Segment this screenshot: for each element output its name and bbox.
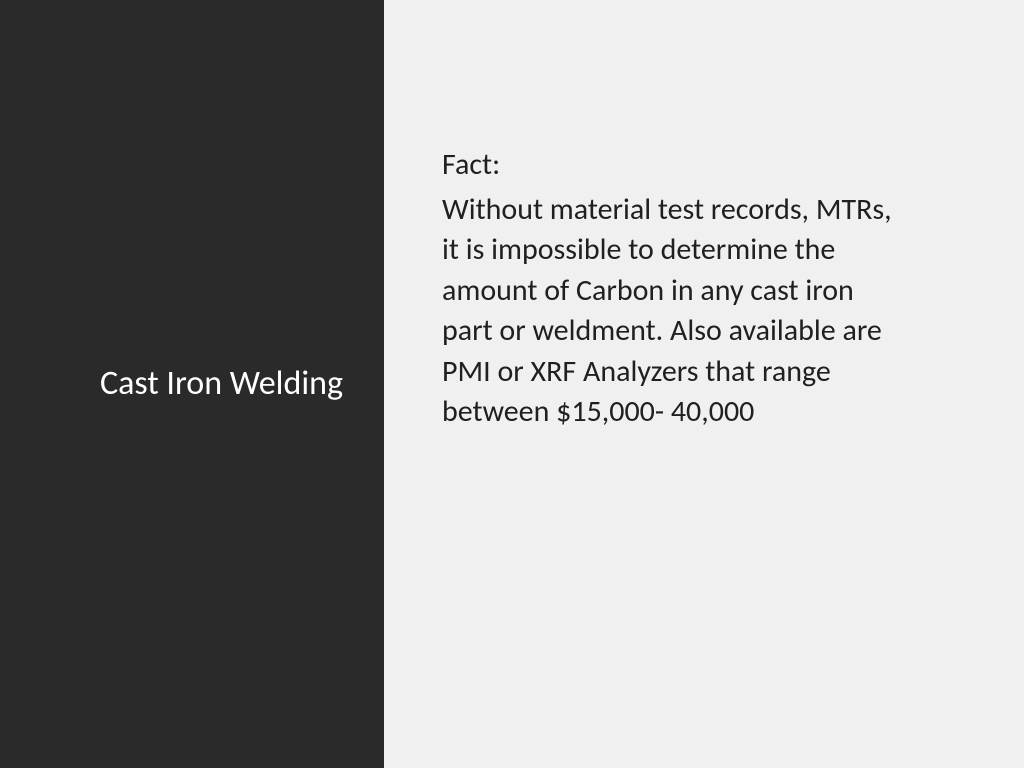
fact-label: Fact: (442, 145, 904, 186)
slide-title: Cast Iron Welding (100, 362, 343, 406)
right-panel: Fact: Without material test records, MTR… (384, 0, 1024, 768)
left-panel: Cast Iron Welding (0, 0, 384, 768)
fact-body: Without material test records, MTRs, it … (442, 190, 904, 433)
